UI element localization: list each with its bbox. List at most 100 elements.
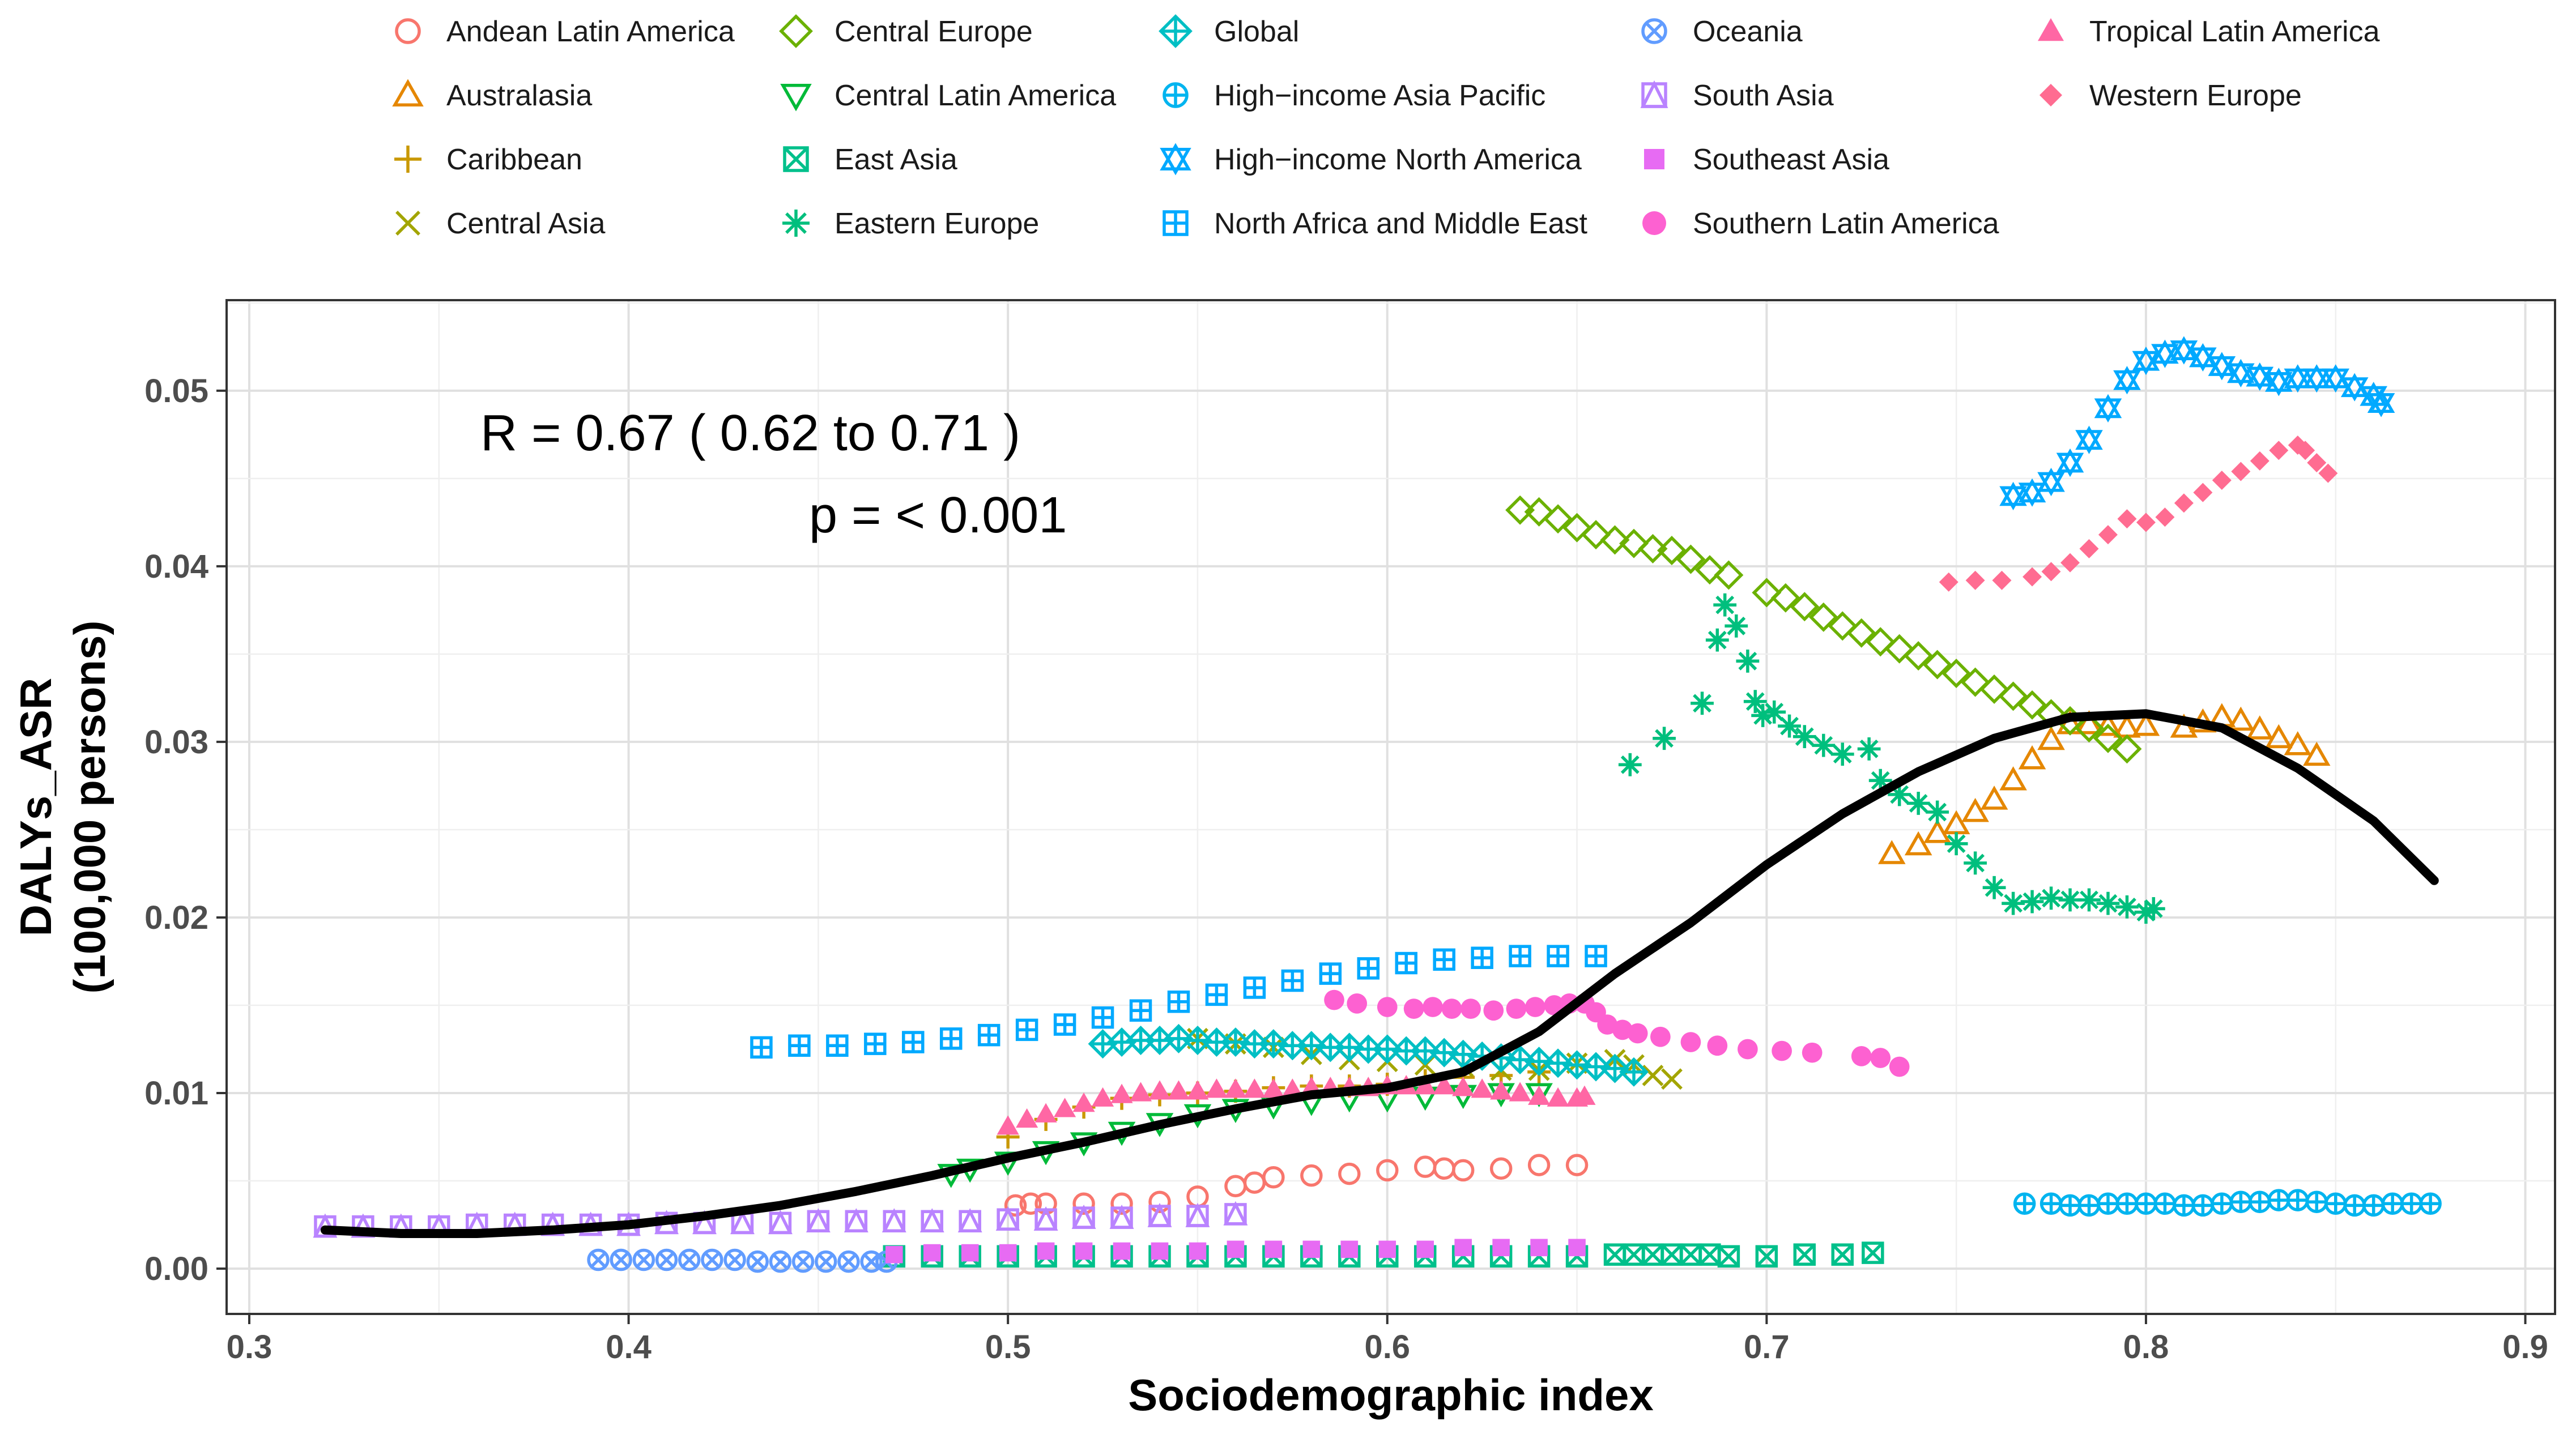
data-point [2098,525,2118,545]
data-point [1071,1204,1096,1229]
data-point [788,1034,811,1057]
data-point [1752,578,1782,608]
data-point [723,1248,746,1271]
data-point [1964,851,1987,875]
legend-key [1159,14,1193,48]
data-point [860,1250,883,1273]
y-axis-title-line1: DALYs_ASR [11,678,61,937]
legend-key [2039,84,2062,106]
data-point [2284,364,2312,393]
data-point [826,1034,849,1057]
fitted-curve-line [320,709,2439,1238]
data-point [1638,534,1668,564]
legend-key [783,146,809,172]
data-point [2077,1194,2101,1217]
data-point [2170,714,2198,738]
data-point [1961,797,1989,822]
data-point [837,1250,860,1273]
data-point [1828,611,1858,641]
legend-key [1644,149,1664,169]
data-point [1148,1080,1171,1100]
legend-key [395,18,421,44]
data-point [678,1248,701,1271]
legend-label: Central Europe [834,15,1033,48]
data-point [1793,1243,1816,1266]
data-point [1830,742,1854,766]
data-point [1461,998,1481,1019]
data-point [2231,462,2251,481]
data-point [1186,1080,1209,1100]
data-point [2324,1192,2347,1215]
legend-label: Andean Latin America [446,15,735,48]
x-tick-label: 0.7 [1744,1329,1790,1365]
data-point [995,1206,1020,1231]
data-point [1627,1023,1648,1044]
data-point [701,1248,723,1271]
data-point [1054,1098,1076,1117]
data-point [1300,1164,1323,1187]
data-point [977,1023,1000,1047]
data-point [2075,425,2103,454]
data-point [1612,1019,1633,1040]
data-point [1185,1202,1210,1227]
data-point [2246,362,2274,391]
data-point [1376,1159,1399,1182]
legend-label: Southern Latin America [1693,207,1999,240]
data-point [1110,1192,1133,1215]
data-point [1812,733,1836,757]
data-point [2112,734,2142,764]
data-point [1790,592,1820,622]
data-point [1016,1108,1038,1128]
legend-key [779,14,813,48]
data-point [1619,1057,1649,1087]
data-point [1547,945,1569,967]
data-point [1129,999,1152,1022]
data-point [791,1250,815,1273]
data-point [2193,483,2213,502]
data-point [1762,700,1786,724]
data-point [2093,723,2123,753]
data-point [1506,998,1527,1019]
series-western-europe [1939,435,2338,592]
data-point [1224,1078,1247,1098]
data-point [1264,1240,1283,1258]
data-point [2013,1192,2036,1215]
data-point [1581,520,1611,550]
data-point [1657,535,1687,565]
data-point [1904,641,1934,671]
data-point [1543,504,1573,534]
y-tick-label: 0.04 [144,548,208,585]
data-point [1340,1240,1359,1258]
data-point [1505,495,1535,525]
data-point [1441,998,1462,1019]
data-point [2284,731,2312,756]
legend-label: Southeast Asia [1693,143,1889,176]
data-point [1492,1239,1510,1257]
data-point [1433,1075,1455,1095]
data-point [1053,1013,1076,1036]
data-point [2400,1192,2423,1215]
legend-item: High−income Asia Pacific [1163,79,1545,112]
data-point [2173,1194,2195,1217]
legend-key [1163,210,1189,236]
plot-area [225,299,2556,1315]
data-point [2208,352,2236,381]
data-point [1113,1242,1131,1260]
data-point [2212,470,2232,490]
legend-label: Western Europe [2089,79,2302,112]
data-point [1944,832,1968,856]
data-point [1862,1241,1884,1264]
data-point [1416,1240,1434,1258]
data-point [1802,1042,1823,1063]
data-point [2250,451,2270,471]
data-point [1205,983,1228,1006]
legend-label: East Asia [834,143,957,176]
data-point [2227,358,2255,387]
data-point [1979,674,2009,704]
data-point [1743,690,1767,714]
legend-key [2038,18,2064,41]
data-point [1075,1242,1093,1260]
series-south-asia [313,1201,1248,1238]
x-tick-label: 0.9 [2502,1329,2548,1365]
legend-item: Western Europe [2039,79,2302,112]
